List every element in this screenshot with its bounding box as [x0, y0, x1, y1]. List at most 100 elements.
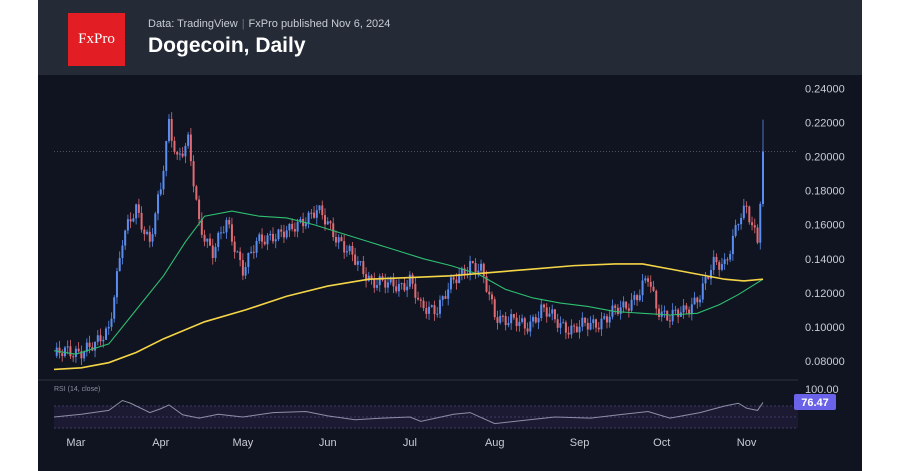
candle-body [696, 297, 699, 303]
candle-body [638, 295, 641, 301]
candle-body [605, 316, 608, 323]
candle-body [184, 145, 187, 157]
candle-body [753, 225, 756, 228]
candle-body [154, 213, 157, 235]
x-tick-label: Mar [66, 437, 85, 449]
candle-body [178, 153, 181, 155]
x-tick-label: Oct [653, 437, 670, 449]
rsi-label: RSI (14, close) [54, 386, 100, 393]
candle-body [707, 276, 710, 279]
candle-body [649, 281, 652, 287]
y-axis-ticks: 0.24000 0.22000 0.20000 0.18000 0.16000 0.140… [805, 84, 845, 368]
candle-body [482, 263, 485, 277]
candle-body [627, 308, 630, 311]
candle-body [515, 317, 518, 326]
candle-body [600, 318, 603, 330]
candle-body [211, 245, 214, 258]
candle-body [690, 304, 693, 314]
y-tick-label: 0.10000 [805, 322, 845, 334]
candle-body [480, 263, 483, 271]
candle-body [630, 299, 633, 311]
candle-body [121, 245, 124, 259]
candle-body [556, 319, 559, 328]
candle-body [209, 238, 212, 246]
candle-body [236, 251, 239, 253]
candle-body [647, 278, 650, 282]
candle-body [496, 317, 499, 323]
candle-body [214, 247, 217, 258]
candle-body [266, 235, 269, 245]
candle-body [490, 294, 493, 300]
candle-body [523, 318, 526, 329]
rsi-top-tick: 100.00 [805, 384, 839, 396]
candle-body [345, 251, 348, 253]
candle-body [529, 321, 532, 332]
candle-body [677, 309, 680, 317]
candle-body [129, 219, 132, 222]
candle-body [80, 351, 83, 359]
candle-body [310, 212, 313, 214]
candle-body [324, 215, 327, 225]
candle-body [146, 231, 149, 235]
candle-body [688, 309, 691, 314]
candle-body [392, 277, 395, 287]
candle-body [575, 326, 578, 333]
candle-body [299, 218, 302, 223]
candle-body [718, 262, 721, 270]
candle-body [608, 316, 611, 323]
candle-body [597, 327, 600, 330]
candle-body [521, 318, 524, 322]
candle-body [726, 259, 729, 261]
candle-body [408, 274, 411, 287]
y-tick-label: 0.08000 [805, 356, 845, 368]
candle-body [545, 307, 548, 317]
candle-body [195, 186, 198, 200]
candle-body [370, 275, 373, 279]
candle-body [151, 234, 154, 242]
y-tick-label: 0.16000 [805, 220, 845, 232]
candle-body [83, 351, 86, 359]
candle-body [663, 310, 666, 312]
candle-body [452, 277, 455, 280]
candle-body [296, 222, 299, 232]
candle-body [417, 297, 420, 300]
candle-body [534, 316, 537, 323]
candle-body [356, 261, 359, 265]
fxpro-logo: FxPro [68, 13, 125, 66]
candle-body [192, 161, 195, 187]
rsi-line [53, 399, 764, 425]
ma-slow-line [53, 263, 764, 371]
candle-body [140, 212, 143, 230]
candles [55, 112, 764, 366]
candle-body [113, 297, 116, 319]
candle-body [282, 231, 285, 238]
candle-body [734, 225, 737, 236]
y-tick-label: 0.22000 [805, 118, 845, 130]
candle-body [477, 270, 480, 273]
candle-body [742, 205, 745, 219]
candle-body [203, 234, 206, 242]
candle-body [581, 317, 584, 327]
candle-body [499, 315, 502, 323]
candle-body [239, 251, 242, 261]
y-tick-label: 0.14000 [805, 254, 845, 266]
candle-body [359, 261, 362, 263]
candle-body [187, 134, 190, 146]
candle-body [704, 276, 707, 284]
candle-body [173, 140, 176, 152]
candle-body [137, 204, 140, 213]
x-tick-label: May [232, 437, 253, 449]
candle-body [551, 309, 554, 314]
candle-body [430, 305, 433, 307]
candle-body [77, 348, 80, 352]
candle-body [285, 230, 288, 238]
candle-body [729, 254, 732, 260]
candle-body [334, 237, 337, 243]
ma-fast-line [53, 210, 764, 355]
moving-averages [53, 210, 764, 371]
candle-body [384, 280, 387, 288]
candle-body [458, 273, 461, 284]
candle-body [247, 252, 250, 268]
candle-body [567, 332, 570, 335]
candle-body [107, 326, 110, 329]
